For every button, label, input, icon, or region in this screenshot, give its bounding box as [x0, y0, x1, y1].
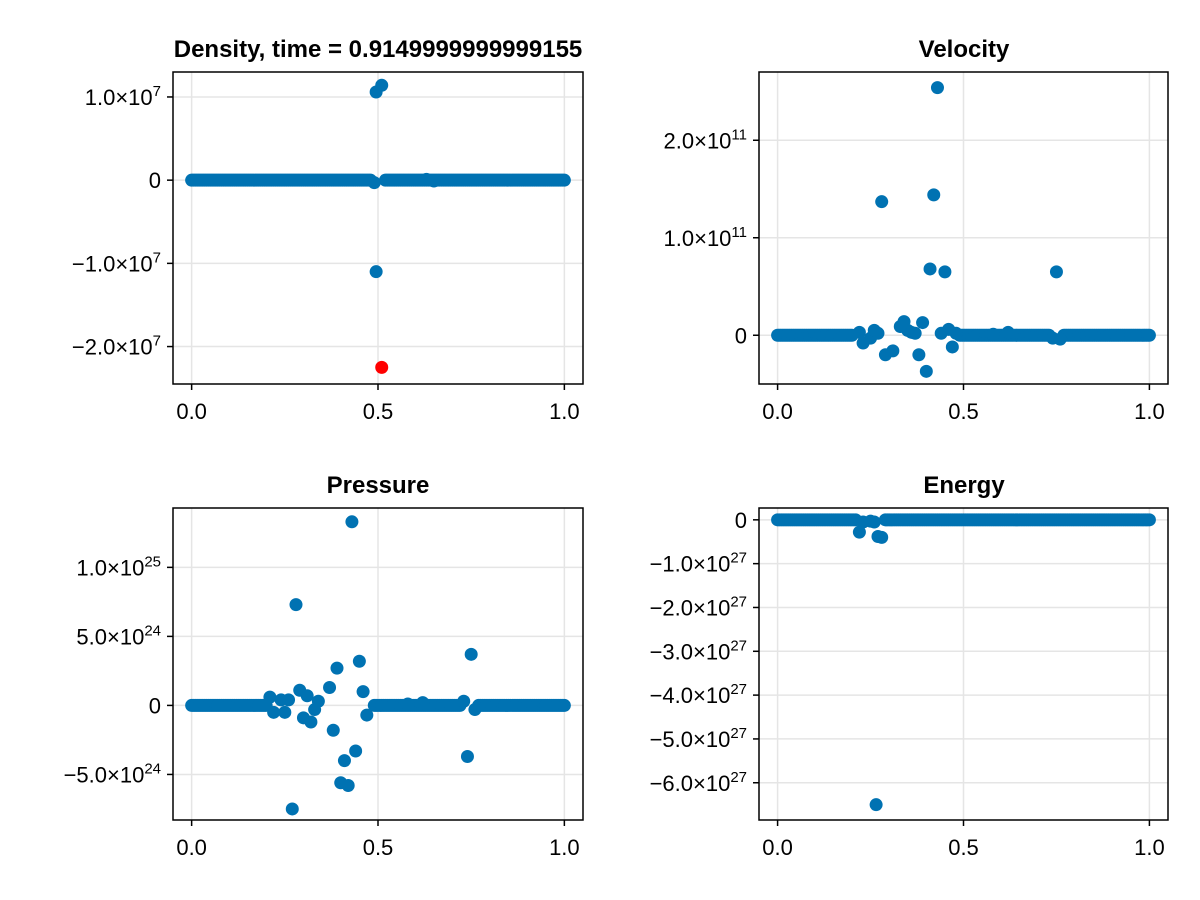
energy-data-point-3: [867, 515, 881, 529]
velocity-data-point-17: [908, 326, 922, 340]
velocity-baseline-point-136: [1142, 328, 1156, 342]
pressure-data-point-26: [457, 694, 471, 708]
pressure-data-point-21: [341, 778, 355, 792]
pressure-data-point-8: [263, 690, 277, 704]
velocity-data-point-4: [938, 265, 952, 279]
energy-data-point-6: [869, 798, 883, 812]
energy-xtick-label-1: 0.5: [948, 835, 979, 860]
velocity-data-point-19: [916, 316, 930, 330]
pressure-data-point-1: [289, 598, 303, 612]
velocity-data-point-2: [927, 188, 941, 202]
density-data-point-3: [369, 265, 383, 279]
velocity-data-point-10: [871, 326, 885, 340]
pressure-data-point-10: [267, 705, 281, 719]
pressure-data-point-17: [311, 694, 325, 708]
pressure-data-point-9: [300, 689, 314, 703]
density-xtick-label-2: 1.0: [549, 399, 580, 424]
energy-ytick-label-3: −3.0×1027: [650, 637, 747, 664]
density-ytick-label-3: −2.0×107: [72, 333, 161, 360]
density-panel: Density, time = 0.9149999999999155 0.0 0.…: [72, 36, 584, 424]
density-markers: [185, 78, 571, 374]
density-data-point-2: [367, 176, 381, 190]
energy-markers: [771, 513, 1156, 812]
pressure-baseline-point-134: [557, 698, 571, 712]
density-xtick-label-1: 0.5: [363, 399, 394, 424]
density-data-point-1: [375, 78, 389, 92]
energy-ytick-label-2: −2.0×1027: [650, 593, 747, 620]
pressure-data-point-28: [401, 697, 415, 711]
velocity-data-point-1: [875, 195, 889, 209]
pressure-data-point-18: [326, 723, 340, 737]
density-baseline-point-193: [557, 173, 571, 187]
pressure-data-point-22: [349, 744, 363, 758]
energy-ytick-label-5: −5.0×1027: [650, 725, 747, 752]
density-data-point-5: [427, 174, 441, 188]
energy-data-point-5: [875, 530, 889, 544]
density-highlight-point-0: [375, 360, 389, 374]
velocity-xtick-label-1: 0.5: [948, 399, 979, 424]
pressure-ytick-label-1: 5.0×1024: [76, 622, 161, 649]
energy-baseline-point-185: [1142, 513, 1156, 527]
pressure-data-point-24: [285, 802, 299, 816]
energy-xtick-label-2: 1.0: [1134, 835, 1165, 860]
pressure-data-point-5: [323, 680, 337, 694]
pressure-markers: [185, 515, 571, 816]
velocity-data-point-3: [923, 262, 937, 276]
energy-panel: Energy 0.0 0.5 1.0 0 −1.0×1027 −2.0×1027 −3.0×…: [650, 472, 1169, 860]
velocity-xtick-label-0: 0.0: [762, 399, 793, 424]
energy-ytick-label-1: −1.0×1027: [650, 550, 747, 577]
pressure-ytick-label-2: 0: [149, 693, 161, 718]
pressure-data-point-0: [345, 515, 359, 529]
pressure-title: Pressure: [327, 472, 430, 499]
velocity-data-point-23: [945, 340, 959, 354]
pressure-data-point-15: [304, 715, 318, 729]
pressure-data-point-29: [416, 696, 430, 710]
velocity-ytick-label-0: 2.0×1011: [664, 126, 747, 153]
energy-ytick-label-4: −4.0×1027: [650, 681, 747, 708]
pressure-data-point-19: [337, 754, 351, 768]
velocity-data-point-0: [930, 81, 944, 95]
energy-xtick-label-0: 0.0: [762, 835, 793, 860]
pressure-data-point-27: [468, 703, 482, 717]
pressure-data-point-7: [356, 685, 370, 699]
velocity-xtick-label-2: 1.0: [1134, 399, 1165, 424]
velocity-panel: Velocity 0.0 0.5 1.0 2.0×1011 1.0×1011 0: [664, 36, 1169, 424]
velocity-ytick-label-2: 0: [735, 323, 747, 348]
pressure-panel: Pressure 0.0 0.5 1.0 1.0×1025 5.0×1024 0 −5.0×…: [64, 472, 584, 860]
pressure-data-point-23: [360, 708, 374, 722]
energy-ytick-label-6: −6.0×1027: [650, 769, 747, 796]
velocity-data-point-28: [1001, 325, 1015, 339]
pressure-ytick-label-3: −5.0×1024: [64, 760, 161, 787]
velocity-data-point-20: [919, 364, 933, 378]
velocity-data-point-18: [912, 348, 926, 362]
pressure-xtick-label-1: 0.5: [363, 835, 394, 860]
density-xtick-label-0: 0.0: [176, 399, 207, 424]
energy-title: Energy: [923, 472, 1005, 499]
velocity-ytick-label-1: 1.0×1011: [664, 224, 747, 251]
velocity-data-point-26: [1053, 332, 1067, 346]
density-ytick-label-2: −1.0×107: [72, 249, 161, 276]
pressure-data-point-12: [278, 705, 292, 719]
pressure-ytick-label-0: 1.0×1025: [76, 553, 161, 580]
pressure-data-point-2: [352, 654, 366, 668]
density-ytick-label-0: 1.0×107: [85, 83, 161, 110]
velocity-markers: [771, 81, 1156, 378]
pressure-data-point-3: [330, 661, 344, 675]
velocity-data-point-24: [949, 326, 963, 340]
density-title: Density, time = 0.9149999999999155: [174, 36, 583, 63]
pressure-xtick-label-0: 0.0: [176, 835, 207, 860]
pressure-data-point-13: [282, 693, 296, 707]
pressure-xtick-label-2: 1.0: [549, 835, 580, 860]
velocity-data-point-6: [852, 325, 866, 339]
velocity-data-point-12: [886, 344, 900, 358]
density-ytick-label-1: 0: [149, 168, 161, 193]
velocity-data-point-27: [986, 327, 1000, 341]
energy-ytick-label-0: 0: [735, 508, 747, 533]
energy-data-point-0: [852, 525, 866, 539]
pressure-data-point-25: [460, 749, 474, 763]
velocity-title: Velocity: [919, 36, 1010, 63]
pressure-data-point-4: [464, 647, 478, 661]
velocity-data-point-5: [1049, 265, 1063, 279]
